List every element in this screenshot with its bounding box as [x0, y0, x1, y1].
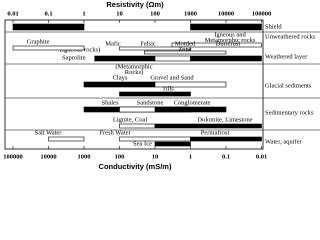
range-bar [154, 55, 191, 62]
group-label: Glacial sediments [265, 82, 312, 89]
x2-tick-label: 1 [189, 153, 192, 160]
group-label: Water, aquifer [265, 138, 303, 145]
bar-label: Zone [178, 46, 191, 53]
x2-tick-label: 10 [152, 153, 159, 160]
range-bar [154, 141, 191, 147]
bar-label: Fresh Water [99, 129, 131, 136]
bar-label: Igneous and [214, 31, 246, 38]
x2-tick-label: 1000 [78, 153, 91, 160]
bar-label: Conglomerate [174, 99, 211, 106]
x2-tick-label: 10000 [40, 153, 56, 160]
range-bar [12, 45, 85, 51]
bar-label: Salt Water [35, 129, 63, 136]
bar-label: Felsic [140, 40, 156, 47]
range-bar [154, 81, 227, 88]
range-bar [119, 123, 156, 129]
x2-tick-label: 100000 [3, 153, 23, 160]
chart-title: Resistivity (Ωm) [106, 0, 164, 9]
bar-label: Saprolite [62, 54, 86, 61]
range-bar [190, 136, 262, 142]
annotation: Rocks) [125, 69, 143, 76]
x2-tick-label: 0.01 [256, 153, 267, 160]
range-bar [12, 23, 85, 31]
range-bar [119, 91, 191, 97]
annotation: (Metamorphic [115, 63, 152, 70]
bar-label: Graphite [27, 38, 50, 45]
bar-label: Mafic [105, 40, 121, 47]
range-bar [154, 123, 262, 129]
bar-label: Sandstone [137, 99, 164, 106]
x-tick-label: 0.01 [7, 10, 18, 17]
x-tick-label: 1000 [184, 10, 197, 17]
x-tick-label: 10 [116, 10, 123, 17]
bar-label: Mottled [175, 40, 196, 47]
x-tick-label: 10000 [218, 10, 234, 17]
chart: Resistivity (Ωm) Conductivity (mS/m) 0.0… [3, 0, 320, 171]
range-bar [94, 55, 156, 62]
bar-label: Shales [102, 99, 119, 106]
range-bar [144, 50, 227, 55]
range-bar [154, 106, 227, 113]
range-bar [119, 46, 191, 51]
bar-label: Dolomite, Limestone [197, 116, 252, 123]
bar-label: Metamorphic rocks [205, 37, 256, 44]
x-tick-label: 1 [82, 10, 85, 17]
group-label: Weathered layer [265, 53, 308, 60]
bar-label: Permafrost [201, 129, 230, 136]
bar-label: Tills [162, 85, 174, 92]
bar-label: Gravel and Sand [150, 74, 194, 81]
range-bar [119, 136, 191, 142]
plot-frame [4, 19, 264, 150]
group-label: Unweathered rocks [265, 33, 316, 40]
group-label: Sedimentary rocks [265, 109, 314, 116]
group-label: Shield [265, 23, 282, 30]
x2-tick-label: 100 [115, 153, 125, 160]
range-bar [171, 42, 262, 48]
x2-axis-title: Conductivity (mS/m) [99, 162, 172, 171]
range-bar [190, 55, 262, 62]
range-bar [48, 136, 85, 142]
bar-label: Massive Sulphides [18, 23, 67, 30]
bar-label: Lignite, Coal [113, 116, 147, 123]
bar-label: Clays [113, 74, 128, 81]
range-bar [190, 23, 262, 31]
bar-label: Duricrust [216, 40, 241, 47]
x-tick-label: 0.1 [44, 10, 52, 17]
x-tick-label: 100 [150, 10, 160, 17]
range-bar [83, 81, 156, 88]
x-tick-label: 100000 [252, 10, 272, 17]
bar-label: Sea Ice [133, 140, 152, 147]
x2-tick-label: 0.1 [222, 153, 230, 160]
